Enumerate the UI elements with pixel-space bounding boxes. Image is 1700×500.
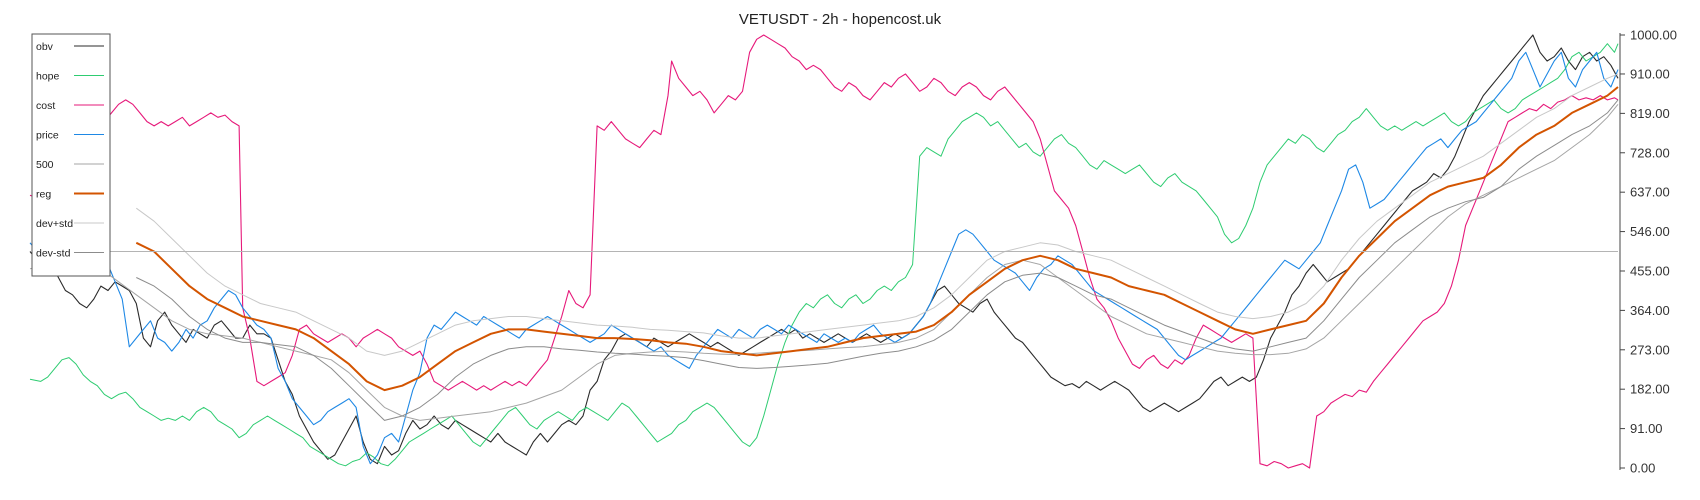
series-line-500 — [29, 103, 1619, 421]
chart-title: VETUSDT - 2h - hopencost.uk — [739, 11, 942, 28]
series-line-reg — [135, 86, 1619, 392]
y-tick-label: 546.00 — [1630, 224, 1670, 239]
series-line-price — [29, 51, 1619, 465]
y-tick-label: 91.00 — [1630, 421, 1663, 436]
series-line-hope — [29, 43, 1619, 467]
legend-label-dev-std: dev-std — [36, 248, 71, 260]
y-axis: 0.00 91.00 182.00 273.00 364.00 455.00 546.00 6… — [1619, 28, 1677, 476]
legend-label-500: 500 — [36, 159, 54, 171]
legend-label-obv: obv — [36, 41, 54, 53]
y-tick-label: 819.00 — [1630, 106, 1670, 121]
series-line-dev-std — [136, 99, 1619, 421]
y-tick-label: 728.00 — [1630, 145, 1670, 160]
y-tick-label: 0.00 — [1630, 461, 1655, 476]
legend-label-cost: cost — [36, 100, 55, 112]
y-tick-label: 637.00 — [1630, 185, 1670, 200]
legend: obv hope cost price 500 reg dev+std dev-std — [31, 33, 111, 277]
legend-label-reg: reg — [36, 189, 51, 201]
series-line-obv — [29, 34, 1619, 465]
legend-label-dev-std: dev+std — [36, 218, 73, 230]
series-line-dev-std — [136, 73, 1619, 356]
legend-label-price: price — [36, 130, 59, 142]
legend-box — [31, 33, 111, 277]
y-tick-label: 364.00 — [1630, 303, 1670, 318]
series-layer — [29, 34, 1619, 469]
y-tick-label: 1000.00 — [1630, 28, 1677, 43]
legend-label-hope: hope — [36, 71, 60, 83]
series-line-cost — [29, 34, 1619, 469]
y-tick-label: 910.00 — [1630, 66, 1670, 81]
y-tick-label: 273.00 — [1630, 342, 1670, 357]
y-tick-label: 182.00 — [1630, 382, 1670, 397]
y-tick-label: 455.00 — [1630, 263, 1670, 278]
